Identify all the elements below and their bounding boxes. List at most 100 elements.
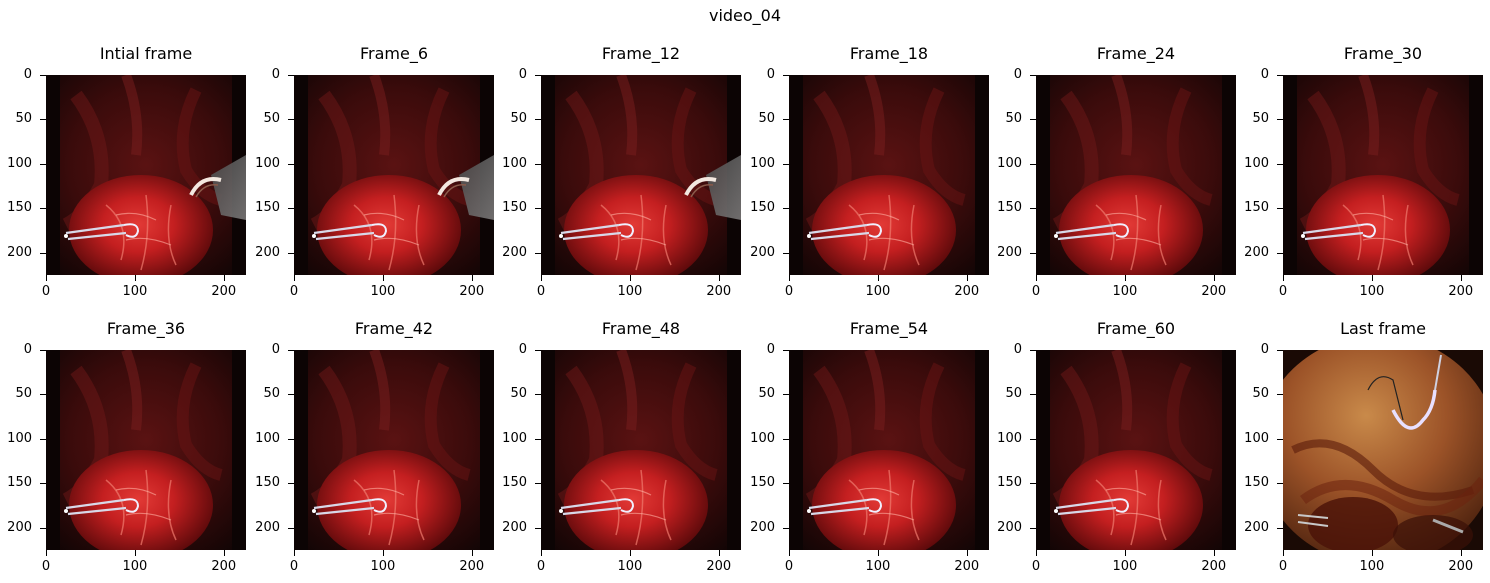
y-tick-mark	[1030, 394, 1036, 396]
y-tick-label: 50	[263, 111, 280, 127]
y-tick-label: 0	[271, 67, 280, 82]
y-tick-label: 50	[1005, 111, 1022, 127]
x-tick-label: 100	[122, 284, 148, 299]
y-tick-label: 0	[518, 67, 527, 82]
y-tick-mark	[40, 527, 46, 529]
x-tick-label: 0	[41, 559, 51, 574]
y-tick-mark	[535, 252, 541, 254]
x-tick-label: 200	[459, 559, 485, 574]
subplot-panel: Frame_48 0 50 100 150 200 0 100 200	[502, 319, 741, 574]
y-tick-mark	[288, 438, 294, 440]
y-tick-mark	[1030, 75, 1036, 76]
y-tick-label: 150	[997, 200, 1022, 216]
x-tick-mark	[134, 275, 136, 281]
x-tick-mark	[541, 550, 542, 556]
y-tick-label: 200	[750, 244, 775, 260]
y-tick-mark	[288, 75, 294, 76]
subplot-panel: Frame_18 0 50 100 150 200 0 100 200	[750, 44, 989, 299]
y-tick-mark	[783, 75, 789, 76]
subplot-title: Frame_42	[354, 319, 434, 338]
x-tick-label: 0	[1031, 559, 1041, 574]
y-tick-mark	[288, 252, 294, 254]
x-tick-mark	[382, 550, 384, 556]
x-tick-label: 100	[1359, 559, 1385, 574]
y-tick-label: 100	[255, 430, 280, 446]
y-tick-mark	[535, 394, 541, 396]
x-tick-mark	[1371, 275, 1373, 281]
y-tick-mark	[288, 119, 294, 121]
y-tick-mark	[1277, 252, 1283, 254]
y-tick-label: 0	[1260, 67, 1269, 82]
x-tick-mark	[1036, 550, 1037, 556]
y-tick-mark	[1030, 252, 1036, 254]
y-tick-mark	[40, 163, 46, 165]
y-tick-label: 150	[502, 200, 527, 216]
x-tick-mark	[629, 275, 631, 281]
x-tick-label: 100	[370, 559, 396, 574]
y-tick-label: 200	[7, 244, 32, 260]
subplot-title: Frame_24	[1096, 44, 1176, 63]
x-tick-label: 0	[784, 559, 794, 574]
y-tick-mark	[288, 394, 294, 396]
x-tick-label: 100	[617, 559, 643, 574]
subplot-title: Frame_18	[849, 44, 929, 63]
y-tick-mark	[535, 438, 541, 440]
y-tick-mark	[40, 119, 46, 121]
x-tick-mark	[1213, 275, 1215, 281]
y-tick-label: 100	[1244, 430, 1269, 446]
y-tick-label: 200	[1244, 244, 1269, 260]
x-tick-label: 200	[954, 284, 980, 299]
y-tick-mark	[1030, 483, 1036, 485]
frame-image-surgical-scene-tool-in	[294, 75, 494, 275]
x-tick-label: 0	[1278, 559, 1288, 574]
y-tick-mark	[783, 438, 789, 440]
y-tick-mark	[783, 119, 789, 121]
y-tick-mark	[40, 75, 46, 76]
y-tick-mark	[1277, 75, 1283, 76]
y-tick-label: 100	[997, 155, 1022, 171]
subplot-panel: Frame_24 0 50 100 150 200 0 100 200	[997, 44, 1236, 299]
subplot-panel: Intial frame 0 50 100 150 200 0 100 200	[7, 44, 246, 299]
x-tick-mark	[1124, 275, 1126, 281]
y-tick-label: 0	[1260, 342, 1269, 357]
y-tick-label: 150	[750, 200, 775, 216]
y-tick-label: 100	[997, 430, 1022, 446]
y-tick-label: 150	[7, 200, 32, 216]
x-tick-mark	[718, 275, 720, 281]
y-tick-mark	[1277, 483, 1283, 485]
y-tick-label: 50	[263, 386, 280, 402]
x-tick-label: 0	[289, 559, 299, 574]
y-tick-label: 0	[1013, 342, 1022, 357]
y-tick-label: 100	[1244, 155, 1269, 171]
y-tick-mark	[1277, 350, 1283, 351]
x-tick-mark	[1371, 550, 1373, 556]
y-tick-label: 200	[255, 519, 280, 535]
y-tick-label: 200	[255, 244, 280, 260]
x-tick-mark	[877, 275, 879, 281]
y-tick-label: 0	[766, 67, 775, 82]
y-tick-label: 50	[1005, 386, 1022, 402]
y-tick-mark	[783, 163, 789, 165]
y-tick-mark	[535, 350, 541, 351]
x-tick-label: 200	[1201, 284, 1227, 299]
subplot-title: Frame_30	[1343, 44, 1423, 63]
y-tick-label: 150	[997, 475, 1022, 491]
y-tick-mark	[40, 252, 46, 254]
y-tick-label: 200	[502, 244, 527, 260]
y-tick-label: 150	[7, 475, 32, 491]
x-tick-label: 200	[954, 559, 980, 574]
y-tick-label: 0	[1013, 67, 1022, 82]
frame-image-surgical-scene	[294, 350, 494, 550]
x-tick-mark	[223, 550, 225, 556]
y-tick-mark	[40, 208, 46, 210]
y-tick-label: 0	[518, 342, 527, 357]
subplot-title: Intial frame	[99, 44, 193, 63]
x-tick-label: 100	[1112, 284, 1138, 299]
y-tick-mark	[783, 483, 789, 485]
subplot-panel: Frame_12 0 50 100 150 200 0 100 200	[502, 44, 741, 299]
y-tick-mark	[1277, 527, 1283, 529]
y-tick-mark	[1030, 527, 1036, 529]
y-tick-mark	[783, 208, 789, 210]
y-tick-mark	[288, 527, 294, 529]
